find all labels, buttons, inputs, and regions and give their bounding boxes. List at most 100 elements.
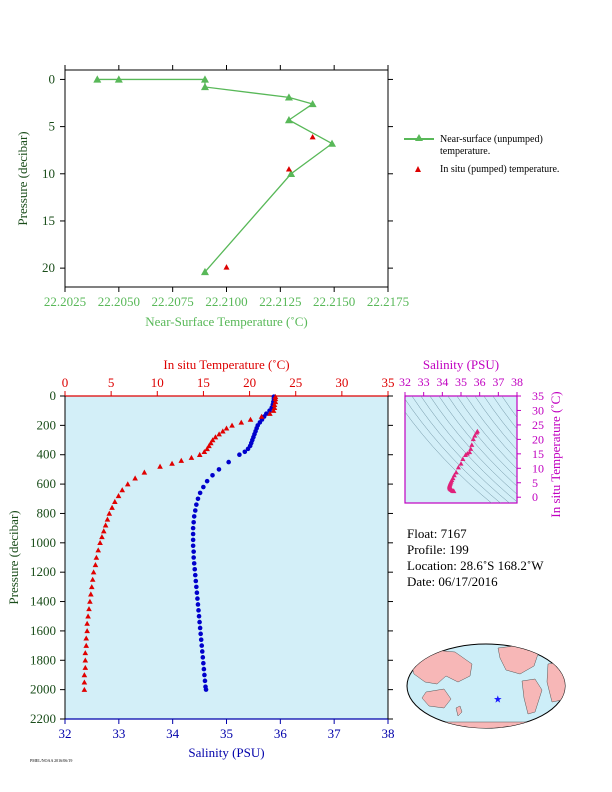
pressure-tick-label: 1400 — [30, 594, 56, 609]
ts-x-tick-label: 37 — [492, 375, 504, 389]
temperature-point — [81, 686, 88, 692]
ts-y-tick-label: 25 — [532, 418, 544, 432]
temperature-point — [216, 431, 222, 437]
plot-background — [65, 396, 388, 719]
salinity-point — [195, 602, 201, 607]
density-contour — [411, 396, 510, 503]
salinity-point — [237, 452, 242, 458]
unpumped-point — [284, 116, 293, 124]
salinity-point — [194, 502, 199, 507]
temperature-point — [83, 635, 90, 641]
temperature-point — [81, 679, 88, 685]
temperature-point — [270, 407, 277, 413]
float-location-star-icon — [493, 695, 502, 703]
temperature-point — [272, 399, 279, 405]
date: Date: 06/17/2016 — [407, 574, 498, 589]
map-new-zealand — [455, 705, 463, 717]
salinity-point — [267, 408, 272, 413]
salinity-point — [191, 549, 196, 554]
salinity-point — [195, 596, 200, 601]
pressure-tick-label: 200 — [37, 417, 57, 432]
temperature-point — [92, 562, 99, 568]
salinity-point — [201, 660, 206, 666]
ts-x-tick-label: 38 — [511, 375, 523, 389]
density-contour — [483, 396, 517, 441]
y-axis-label: Pressure (decibar) — [15, 131, 30, 225]
salinity-tick-label: 37 — [328, 726, 342, 741]
salinity-point — [197, 490, 203, 496]
temperature-point — [271, 402, 278, 408]
salinity-point — [203, 687, 209, 692]
salinity-point — [197, 625, 203, 631]
salinity-point — [195, 496, 201, 502]
pressure-tick-label: 1800 — [30, 652, 56, 667]
temperature-point — [90, 569, 97, 575]
salinity-point — [191, 555, 196, 560]
temperature-point — [99, 534, 105, 540]
x-tick-label: 22.2050 — [98, 294, 140, 309]
salinity-point — [201, 484, 206, 490]
temperature-point — [196, 451, 203, 457]
ts-y-tick-label: 10 — [532, 461, 544, 475]
salinity-point — [193, 578, 199, 584]
temperature-axis-label: In situ Temperature (˚C) — [163, 357, 289, 372]
x-tick-label: 22.2150 — [313, 294, 355, 309]
y-tick-label: 10 — [42, 166, 55, 181]
salinity-point — [197, 619, 202, 625]
salinity-point — [190, 537, 196, 543]
temperature-point — [100, 528, 107, 534]
temperature-point — [112, 498, 118, 504]
temperature-point — [229, 422, 235, 428]
salinity-point — [194, 590, 200, 596]
salinity-point — [198, 631, 203, 637]
ts-point — [460, 456, 466, 462]
salinity-tick-label: 33 — [112, 726, 125, 741]
salinity-point — [198, 637, 204, 643]
ts-diagram: 32 33 34 35 36 37 38 Salinity (PSU) 051015202530… — [399, 357, 563, 518]
salinity-point — [191, 561, 197, 566]
unpumped-line — [97, 78, 334, 273]
temperature-point — [188, 454, 195, 460]
temperature-point — [271, 404, 278, 410]
salinity-point — [191, 514, 197, 519]
map-australia — [421, 688, 452, 709]
temperature-point — [204, 446, 210, 452]
location-map — [406, 643, 566, 729]
y-tick-label: 0 — [49, 71, 56, 86]
salinity-point — [199, 649, 205, 654]
salinity-point — [199, 643, 205, 648]
density-contour — [492, 396, 517, 430]
x-tick-label: 22.2075 — [152, 294, 194, 309]
temperature-point — [201, 448, 208, 455]
ts-x-tick-label: 35 — [455, 375, 467, 389]
temperature-point — [88, 584, 95, 590]
temperature-point — [141, 469, 148, 475]
legend-unpumped-marker — [415, 134, 423, 141]
salinity-tick-label: 35 — [220, 726, 233, 741]
salinity-tick-label: 38 — [382, 726, 395, 741]
salinity-point — [192, 572, 198, 578]
ts-x-tick-label: 32 — [399, 375, 411, 389]
salinity-point — [192, 508, 198, 513]
temperature-point — [81, 672, 88, 678]
ts-point — [470, 436, 476, 442]
salinity-point — [196, 613, 202, 619]
ts-y-tick-label: 35 — [532, 389, 544, 403]
density-contour — [420, 396, 517, 503]
pressure-axis-label: Pressure (decibar) — [6, 510, 21, 604]
legend-pumped-label: In situ (pumped) temperature. — [440, 164, 560, 175]
ts-x-axis-label: Salinity (PSU) — [423, 357, 499, 372]
unpumped-point — [200, 267, 209, 276]
temperature-point — [124, 481, 131, 487]
ts-x-tick-label: 36 — [474, 375, 486, 389]
temperature-point — [104, 516, 111, 522]
temperature-point — [85, 613, 91, 619]
float-id: Float: 7167 — [407, 526, 467, 541]
temperature-point — [102, 522, 109, 528]
density-contour — [501, 396, 517, 418]
density-contour — [405, 411, 492, 503]
salinity-point — [201, 666, 207, 672]
temperature-tick-label: 30 — [335, 375, 348, 390]
pressure-tick-label: 0 — [50, 388, 57, 403]
